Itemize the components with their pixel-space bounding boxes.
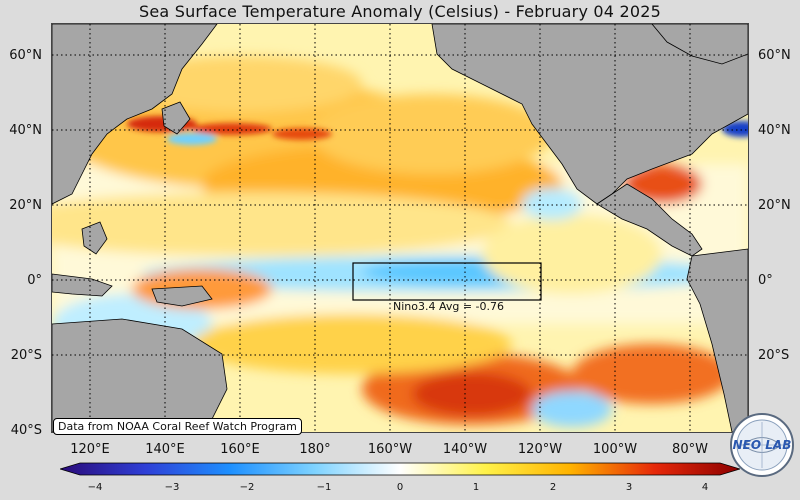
- lat-label-40s-left: 40°S: [10, 423, 42, 438]
- lat-label-20n-right: 20°N: [758, 198, 791, 213]
- svg-text:NEO LAB: NEO LAB: [733, 438, 792, 452]
- lon-label-140e: 140°E: [145, 442, 185, 457]
- lat-label-60n-left: 60°N: [9, 48, 42, 63]
- lon-label-80w: 80°W: [672, 442, 708, 457]
- map-title: Sea Surface Temperature Anomaly (Celsius…: [139, 2, 661, 21]
- colorbar-tick-minus3: −3: [164, 482, 180, 493]
- data-credit: Data from NOAA Coral Reef Watch Program: [53, 418, 302, 435]
- lat-label-eq-right: 0°: [758, 273, 773, 288]
- lon-label-120e: 120°E: [70, 442, 110, 457]
- lat-label-60n-right: 60°N: [758, 48, 791, 63]
- lon-label-100w: 100°W: [592, 442, 638, 457]
- lat-label-40n-right: 40°N: [758, 123, 791, 138]
- lat-label-20s-left: 20°S: [10, 348, 42, 363]
- lon-label-180: 180°: [299, 442, 331, 457]
- lon-label-140w: 140°W: [442, 442, 488, 457]
- lat-label-eq-left: 0°: [27, 273, 42, 288]
- neo-lab-logo: NEO LAB: [729, 412, 795, 482]
- lat-label-20n-left: 20°N: [9, 198, 42, 213]
- colorbar-tick-1: 1: [472, 482, 480, 493]
- colorbar-tick-minus2: −2: [239, 482, 255, 493]
- colorbar-tick-3: 3: [625, 482, 633, 493]
- lon-label-160w: 160°W: [367, 442, 413, 457]
- colorbar-tick-minus4: −4: [87, 482, 103, 493]
- lon-label-120w: 120°W: [517, 442, 563, 457]
- lon-label-160e: 160°E: [220, 442, 260, 457]
- colorbar-tick-4: 4: [701, 482, 709, 493]
- anomaly-colorbar: [58, 461, 742, 481]
- colorbar-tick-minus1: −1: [316, 482, 332, 493]
- colorbar-tick-2: 2: [549, 482, 557, 493]
- sst-anomaly-map: [51, 23, 749, 433]
- nino34-average-label: Nino3.4 Avg = -0.76: [393, 300, 505, 313]
- colorbar-tick-0: 0: [396, 482, 404, 493]
- lat-label-40n-left: 40°N: [9, 123, 42, 138]
- lat-label-20s-right: 20°S: [758, 348, 790, 363]
